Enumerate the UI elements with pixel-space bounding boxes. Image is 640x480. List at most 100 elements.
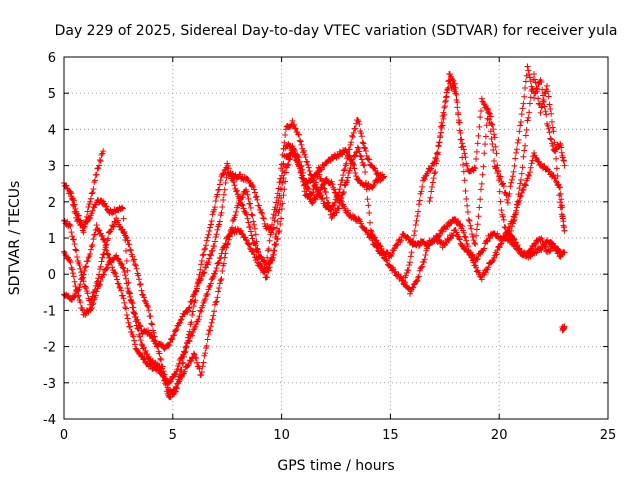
data-point-marker bbox=[491, 131, 498, 138]
data-point-marker bbox=[489, 258, 496, 265]
data-point-marker bbox=[131, 261, 138, 268]
data-point-marker bbox=[335, 205, 342, 212]
data-point-marker bbox=[216, 218, 223, 225]
data-point-marker bbox=[482, 141, 489, 148]
data-point-marker bbox=[410, 284, 417, 291]
data-point-marker bbox=[177, 317, 184, 324]
data-point-marker bbox=[527, 246, 534, 253]
data-point-marker bbox=[140, 355, 147, 362]
data-point-marker bbox=[74, 293, 81, 300]
data-point-marker bbox=[178, 354, 185, 361]
data-point-marker bbox=[398, 237, 405, 244]
data-point-marker bbox=[469, 254, 475, 261]
data-point-marker bbox=[142, 347, 149, 354]
data-point-marker bbox=[207, 221, 214, 228]
data-point-marker bbox=[70, 197, 77, 204]
data-point-marker bbox=[532, 89, 539, 96]
data-point-marker bbox=[212, 234, 219, 241]
data-point-marker bbox=[294, 157, 301, 164]
data-point-marker bbox=[412, 222, 419, 229]
data-point-marker bbox=[308, 172, 315, 179]
data-point-marker bbox=[367, 219, 373, 226]
data-point-marker bbox=[347, 165, 354, 172]
data-point-marker bbox=[309, 192, 316, 199]
data-point-marker bbox=[316, 189, 323, 196]
data-point-marker bbox=[491, 134, 498, 141]
data-point-marker bbox=[202, 296, 209, 303]
data-point-marker bbox=[172, 371, 179, 378]
data-point-marker bbox=[189, 311, 196, 318]
data-point-marker bbox=[176, 360, 183, 367]
data-point-marker bbox=[415, 208, 422, 215]
data-point-marker bbox=[201, 269, 208, 276]
data-point-marker bbox=[432, 154, 439, 161]
data-point-marker bbox=[96, 281, 103, 288]
data-point-marker bbox=[265, 245, 272, 252]
data-point-marker bbox=[123, 247, 130, 254]
data-point-marker bbox=[322, 189, 329, 196]
data-point-marker bbox=[84, 208, 91, 215]
data-point-marker bbox=[101, 238, 108, 245]
data-point-marker bbox=[380, 173, 387, 180]
data-point-marker bbox=[295, 159, 302, 166]
data-point-marker bbox=[433, 150, 440, 157]
data-point-marker bbox=[526, 71, 533, 78]
data-point-marker bbox=[260, 215, 267, 222]
data-point-marker bbox=[127, 246, 134, 253]
data-point-marker bbox=[370, 183, 377, 190]
data-point-marker bbox=[434, 151, 441, 158]
data-point-marker bbox=[356, 121, 363, 128]
data-point-marker bbox=[92, 201, 99, 208]
data-point-marker bbox=[474, 256, 481, 263]
data-point-marker bbox=[356, 148, 363, 155]
data-point-marker bbox=[83, 284, 90, 291]
data-point-marker bbox=[480, 99, 487, 106]
data-point-marker bbox=[415, 242, 422, 249]
data-point-marker bbox=[118, 261, 125, 268]
data-point-marker bbox=[558, 204, 565, 211]
data-point-marker bbox=[475, 132, 482, 139]
data-point-marker bbox=[504, 196, 511, 203]
data-point-marker bbox=[524, 63, 531, 70]
data-point-marker bbox=[469, 233, 476, 240]
data-point-marker bbox=[156, 350, 163, 357]
data-point-marker bbox=[553, 165, 560, 172]
data-point-marker bbox=[211, 238, 218, 245]
data-point-marker bbox=[438, 124, 445, 131]
data-point-marker bbox=[75, 212, 82, 219]
data-point-marker bbox=[67, 189, 74, 196]
data-point-marker bbox=[73, 286, 80, 293]
data-point-marker bbox=[512, 211, 519, 218]
data-point-marker bbox=[411, 228, 418, 235]
data-point-marker bbox=[336, 186, 343, 193]
data-point-marker bbox=[202, 350, 209, 357]
data-point-marker bbox=[223, 244, 230, 251]
data-point-marker bbox=[455, 117, 462, 124]
data-point-marker bbox=[173, 384, 180, 391]
data-point-marker bbox=[274, 218, 281, 225]
data-point-marker bbox=[261, 269, 268, 276]
data-point-marker bbox=[514, 242, 521, 249]
data-point-marker bbox=[167, 339, 174, 346]
data-point-marker bbox=[270, 247, 277, 254]
data-point-marker bbox=[517, 119, 524, 126]
data-point-marker bbox=[233, 188, 240, 195]
data-point-marker bbox=[320, 181, 327, 188]
data-point-marker bbox=[470, 259, 477, 266]
data-point-marker bbox=[124, 315, 131, 322]
data-point-marker bbox=[207, 323, 214, 330]
data-point-marker bbox=[344, 207, 351, 214]
data-point-marker bbox=[222, 250, 229, 257]
data-point-marker bbox=[426, 198, 433, 205]
data-point-marker bbox=[80, 271, 87, 278]
data-point-marker bbox=[116, 284, 123, 291]
data-point-marker bbox=[192, 297, 199, 304]
data-point-marker bbox=[245, 240, 252, 247]
data-point-marker bbox=[234, 202, 241, 209]
data-point-marker bbox=[273, 199, 280, 206]
data-point-marker bbox=[172, 383, 179, 390]
data-point-marker bbox=[133, 265, 140, 272]
data-point-marker bbox=[279, 151, 286, 158]
data-point-marker bbox=[92, 292, 99, 299]
data-point-marker bbox=[442, 94, 449, 101]
